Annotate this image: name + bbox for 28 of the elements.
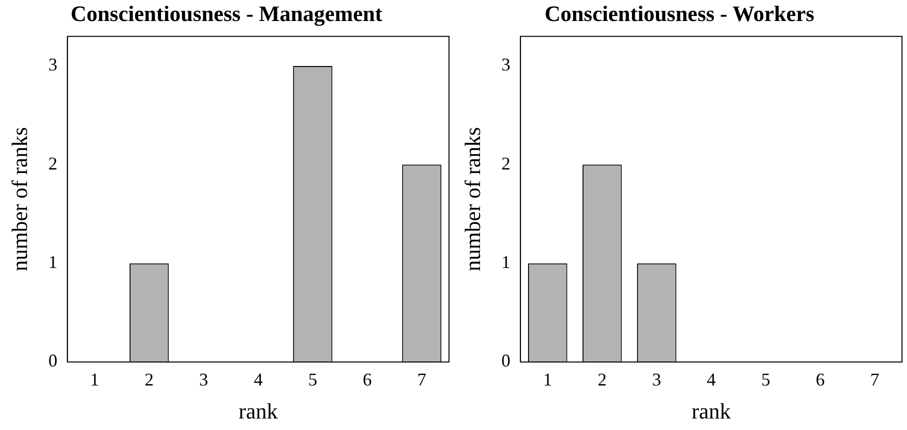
x-tick-label: 3 — [199, 370, 208, 390]
x-tick-label: 5 — [308, 370, 318, 390]
y-tick-label: 0 — [48, 350, 58, 371]
x-tick-label: 1 — [543, 370, 552, 390]
chart-title: Conscientiousness - Workers — [544, 0, 815, 26]
y-tick-label: 2 — [501, 153, 510, 174]
y-tick-label: 0 — [501, 350, 510, 371]
x-axis-title: rank — [692, 398, 731, 424]
y-axis-title: number of ranks — [6, 127, 32, 272]
y-axis-title: number of ranks — [460, 127, 485, 272]
chart-title: Conscientiousness - Management — [70, 0, 383, 26]
x-tick-label: 3 — [652, 370, 662, 390]
x-tick-label: 1 — [90, 370, 100, 390]
x-tick-label: 7 — [417, 370, 426, 390]
y-tick-label: 1 — [48, 252, 58, 272]
x-tick-label: 4 — [254, 370, 263, 390]
x-tick-label: 7 — [870, 370, 880, 390]
x-axis-title: rank — [238, 398, 278, 424]
x-tick-label: 5 — [761, 370, 770, 390]
y-tick-label: 3 — [48, 54, 58, 75]
y-tick-label: 1 — [501, 252, 510, 272]
y-tick-label: 2 — [48, 153, 58, 174]
x-tick-label: 4 — [706, 370, 716, 390]
y-tick-label: 3 — [501, 54, 510, 75]
x-tick-label: 2 — [598, 370, 607, 390]
x-tick-label: 6 — [816, 370, 825, 390]
x-tick-label: 2 — [144, 370, 154, 390]
x-tick-label: 6 — [362, 370, 372, 390]
